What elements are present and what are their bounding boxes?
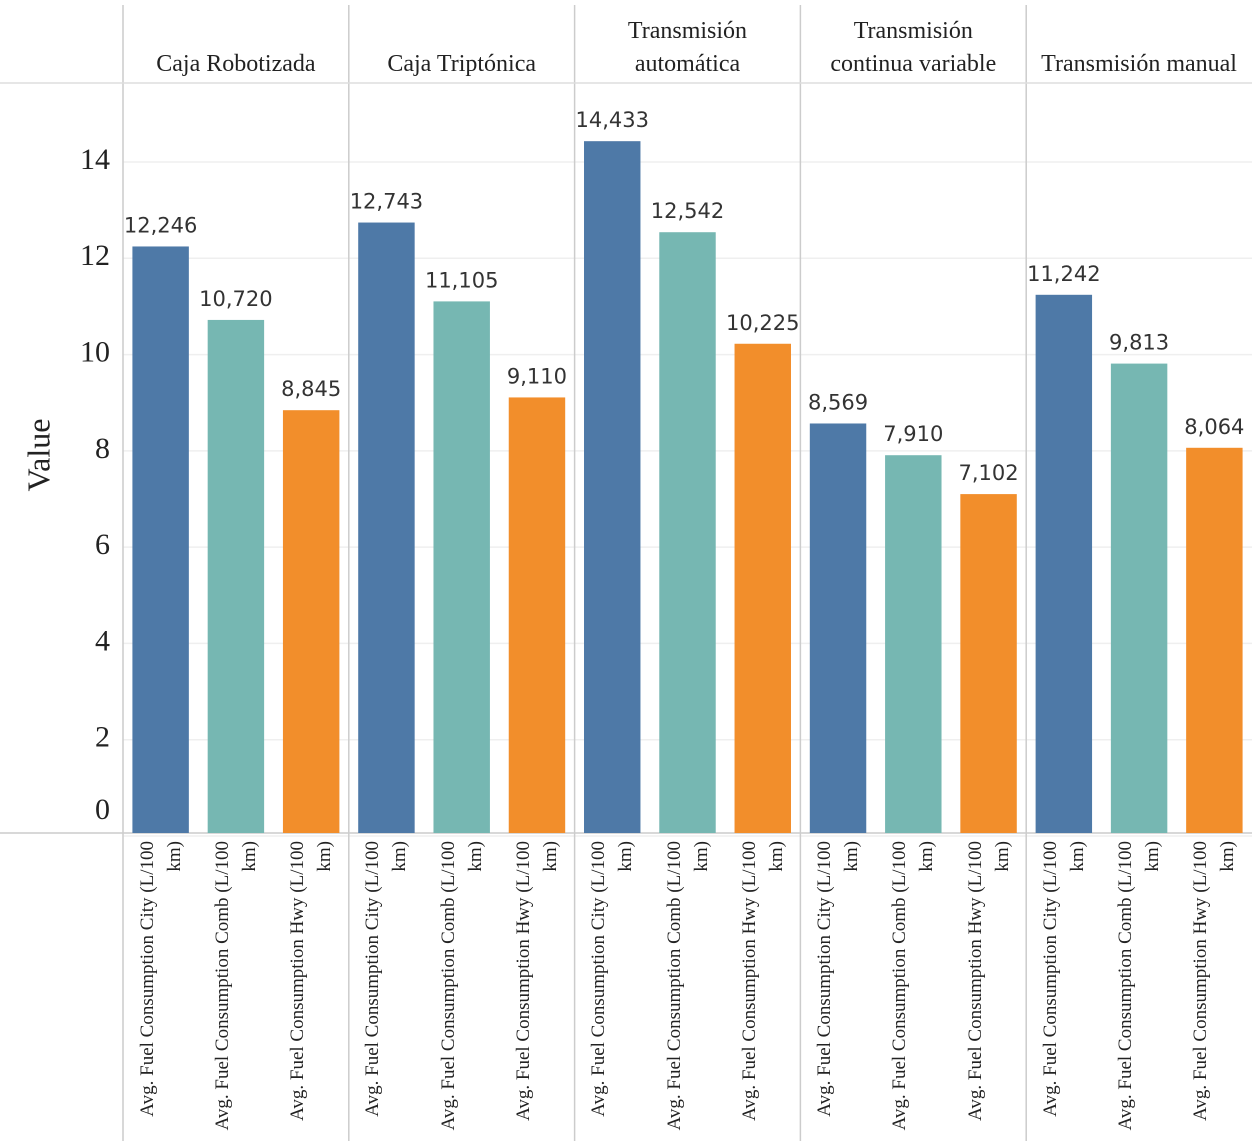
bar [960, 494, 1017, 833]
x-tick-label-text: Avg. Fuel Consumption Comb (L/100 km) [1115, 841, 1164, 1131]
x-tick-label-text: Avg. Fuel Consumption Hwy (L/100 km) [512, 841, 561, 1121]
x-tick-label-text: Avg. Fuel Consumption Comb (L/100 km) [211, 841, 260, 1131]
bar [809, 423, 867, 833]
value-label: 11,105 [425, 268, 498, 292]
x-tick-label: Avg. Fuel Consumption City (L/100 km) [808, 841, 868, 1131]
y-tick-label: 4 [95, 624, 110, 657]
panel-header-text: Caja Triptónica [387, 51, 537, 77]
x-tick-label-text: Avg. Fuel Consumption Comb (L/100 km) [889, 841, 938, 1131]
value-label: 8,845 [281, 377, 341, 401]
value-label: 10,225 [726, 311, 799, 335]
value-label: 7,910 [883, 422, 943, 446]
bar [358, 222, 415, 833]
x-tick-label: Avg. Fuel Consumption Hwy (L/100 km) [281, 841, 341, 1131]
value-label: 9,813 [1109, 331, 1169, 355]
value-label: 7,102 [959, 461, 1019, 485]
x-tick-label-text: Avg. Fuel Consumption Comb (L/100 km) [663, 841, 712, 1131]
y-axis-label: Value [20, 419, 56, 492]
bar [207, 319, 265, 833]
x-tick-label-text: Avg. Fuel Consumption City (L/100 km) [136, 841, 185, 1117]
value-label: 10,720 [199, 287, 272, 311]
bar [1035, 294, 1093, 833]
y-tick-label: 10 [80, 335, 110, 368]
x-tick-label: Avg. Fuel Consumption Hwy (L/100 km) [1184, 841, 1244, 1131]
bar [508, 397, 566, 833]
bar [282, 410, 340, 833]
bar [584, 141, 641, 834]
value-label: 12,246 [124, 213, 197, 237]
x-tick-label-text: Avg. Fuel Consumption Hwy (L/100 km) [1190, 841, 1239, 1121]
panel-header: Transmisión continua variable [800, 0, 1026, 83]
x-tick-label: Avg. Fuel Consumption Comb (L/100 km) [658, 841, 718, 1131]
x-tick-label: Avg. Fuel Consumption Comb (L/100 km) [206, 841, 266, 1131]
x-tick-label-text: Avg. Fuel Consumption Hwy (L/100 km) [964, 841, 1013, 1121]
x-tick-label: Avg. Fuel Consumption Hwy (L/100 km) [959, 841, 1019, 1131]
bar [433, 301, 490, 833]
panel-header-text: Transmisión continua variable [830, 18, 997, 77]
x-tick-label: Avg. Fuel Consumption City (L/100 km) [1034, 841, 1094, 1131]
value-label: 8,064 [1184, 415, 1244, 439]
panel-header: Caja Triptónica [349, 0, 575, 83]
x-tick-label-text: Avg. Fuel Consumption City (L/100 km) [814, 841, 863, 1117]
value-label: 14,433 [575, 108, 648, 132]
x-tick-label-text: Avg. Fuel Consumption Comb (L/100 km) [437, 841, 486, 1131]
bar [734, 343, 791, 833]
bar [1186, 447, 1243, 833]
x-tick-label: Avg. Fuel Consumption Comb (L/100 km) [1109, 841, 1169, 1131]
value-label: 12,542 [651, 199, 724, 223]
y-tick-label: 0 [95, 793, 110, 826]
x-tick-label-text: Avg. Fuel Consumption City (L/100 km) [588, 841, 637, 1117]
x-tick-label-text: Avg. Fuel Consumption City (L/100 km) [362, 841, 411, 1117]
x-tick-label: Avg. Fuel Consumption City (L/100 km) [131, 841, 191, 1131]
value-label: 11,242 [1027, 262, 1100, 286]
x-tick-label-text: Avg. Fuel Consumption City (L/100 km) [1039, 841, 1088, 1117]
bar [1110, 363, 1168, 833]
panel-header-text: Caja Robotizada [156, 51, 316, 77]
value-label: 8,569 [808, 390, 868, 414]
bar [659, 232, 716, 833]
panel-header-text: Transmisión manual [1041, 51, 1237, 77]
panel-header: Caja Robotizada [123, 0, 349, 83]
panel-header: Transmisión manual [1026, 0, 1252, 83]
y-tick-label: 2 [95, 721, 110, 754]
panel-header: Transmisión automática [575, 0, 801, 83]
x-tick-label-text: Avg. Fuel Consumption Hwy (L/100 km) [287, 841, 336, 1121]
x-tick-label-text: Avg. Fuel Consumption Hwy (L/100 km) [738, 841, 787, 1121]
x-tick-label: Avg. Fuel Consumption City (L/100 km) [582, 841, 642, 1131]
value-label: 9,110 [507, 364, 567, 388]
x-tick-label: Avg. Fuel Consumption Hwy (L/100 km) [507, 841, 567, 1131]
x-tick-label: Avg. Fuel Consumption City (L/100 km) [356, 841, 416, 1131]
x-tick-label: Avg. Fuel Consumption Comb (L/100 km) [883, 841, 943, 1131]
y-tick-label: 14 [80, 143, 110, 176]
bar [885, 455, 942, 833]
value-label: 12,743 [350, 190, 423, 214]
bar [132, 246, 189, 834]
panel-header-text: Transmisión automática [627, 18, 748, 77]
y-tick-label: 12 [80, 239, 110, 272]
y-tick-label: 8 [95, 432, 110, 465]
y-tick-label: 6 [95, 528, 110, 561]
x-tick-label: Avg. Fuel Consumption Hwy (L/100 km) [733, 841, 793, 1131]
x-tick-label: Avg. Fuel Consumption Comb (L/100 km) [432, 841, 492, 1131]
